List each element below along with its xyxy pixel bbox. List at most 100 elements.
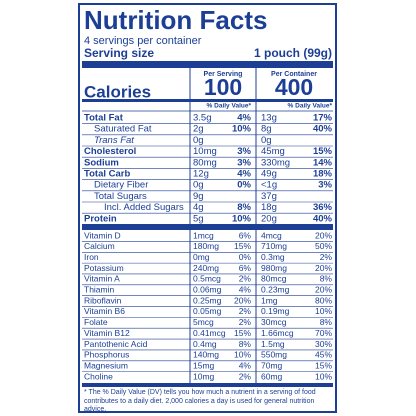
nutrient-name: Vitamin A	[84, 274, 120, 284]
amount: 0g	[193, 135, 204, 146]
calories-value: 400	[275, 74, 313, 100]
daily-value: 4%	[239, 360, 252, 370]
nutrient-name: Folate	[84, 317, 108, 327]
calories-value: 100	[204, 74, 242, 100]
daily-value: 10%	[232, 213, 252, 224]
daily-value: 20%	[234, 295, 251, 305]
daily-value: 3%	[237, 157, 251, 168]
amount: 5g	[193, 213, 204, 224]
amount: 0.06mg	[193, 285, 222, 295]
daily-value: 36%	[313, 202, 333, 213]
daily-value: 20%	[315, 230, 332, 240]
daily-value: 17%	[313, 113, 333, 124]
amount: 180mg	[193, 241, 219, 251]
servings: 4 servings per container	[84, 35, 202, 47]
amount: 980mg	[261, 263, 287, 273]
amount: 4g	[193, 202, 204, 213]
amount: 0.3mg	[261, 252, 285, 262]
daily-value: 30%	[315, 339, 332, 349]
daily-value: 4%	[239, 285, 252, 295]
medium-rule	[82, 99, 333, 102]
nutrient-name: Incl. Added Sugars	[104, 202, 184, 213]
nutrient-name: Protein	[84, 213, 117, 224]
amount: 12g	[193, 169, 209, 180]
daily-value: 6%	[239, 230, 252, 240]
nutrient-name: Thiamin	[84, 285, 115, 295]
daily-value: 0%	[237, 180, 251, 191]
amount: 0.05mg	[193, 306, 222, 316]
nutrient-name: Riboflavin	[84, 295, 122, 305]
amount: 0.19mg	[261, 306, 290, 316]
amount: 0.25mg	[193, 295, 222, 305]
daily-value: 10%	[315, 371, 332, 381]
amount: 18g	[261, 202, 277, 213]
nutrient-name: Vitamin D	[84, 230, 121, 240]
daily-value: 10%	[234, 350, 251, 360]
nutrient-name: Trans Fat	[94, 135, 134, 146]
thick-rule	[82, 61, 333, 68]
amount: 15mg	[193, 360, 215, 370]
daily-value: 8%	[320, 317, 333, 327]
daily-value: 15%	[234, 328, 251, 338]
amount: 0.41mcg	[193, 328, 226, 338]
amount: 140mg	[193, 350, 219, 360]
amount: 1mg	[261, 295, 278, 305]
nutrient-name: Iron	[84, 252, 99, 262]
nutrient-name: Vitamin B6	[84, 306, 125, 316]
amount: 8g	[261, 124, 272, 135]
nutrient-name: Dietary Fiber	[94, 180, 148, 191]
amount: 1.5mg	[261, 339, 285, 349]
daily-value: 40%	[313, 213, 333, 224]
daily-value: 4%	[237, 113, 251, 124]
amount: 60mg	[261, 371, 283, 381]
amount: 0.5mcg	[193, 274, 221, 284]
amount: 9g	[193, 191, 204, 202]
nutrient-name: Phosphorus	[84, 350, 129, 360]
daily-value: 15%	[234, 241, 251, 251]
amount: 0.4mg	[193, 339, 217, 349]
nutrient-name: Pantothenic Acid	[84, 339, 148, 349]
daily-value: 10%	[232, 124, 252, 135]
daily-value: 50%	[315, 241, 332, 251]
nutrient-name: Magnesium	[84, 360, 128, 370]
serving-size: 1 pouch (99g)	[254, 46, 332, 60]
column-header: Per Container	[271, 71, 317, 78]
nutrient-name: Potassium	[84, 263, 124, 273]
daily-value: 2%	[239, 317, 252, 327]
daily-value: 0%	[239, 252, 252, 262]
amount: 37g	[261, 191, 277, 202]
amount: 30mcg	[261, 317, 287, 327]
title: Nutrition Facts	[84, 5, 267, 35]
daily-value: 14%	[313, 157, 333, 168]
amount: 1.66mcg	[261, 328, 294, 338]
nutrient-name: Total Carb	[84, 169, 130, 180]
thick-rule	[82, 224, 333, 230]
amount: 330mg	[261, 157, 290, 168]
daily-value: 2%	[239, 274, 252, 284]
amount: <1g	[261, 180, 277, 191]
amount: 4mcg	[261, 230, 282, 240]
daily-value: 20%	[315, 285, 332, 295]
nutrient-name: Cholesterol	[84, 146, 136, 157]
daily-value: 80%	[315, 295, 332, 305]
daily-value: 40%	[313, 124, 333, 135]
amount: 240mg	[193, 263, 219, 273]
daily-value: 70%	[315, 328, 332, 338]
nutrient-name: Calcium	[84, 241, 115, 251]
thick-rule	[82, 383, 333, 387]
amount: 80mg	[193, 157, 217, 168]
amount: 0g	[193, 180, 204, 191]
amount: 20g	[261, 213, 277, 224]
amount: 0.23mg	[261, 285, 290, 295]
daily-value: 45%	[315, 350, 332, 360]
nutrient-name: Total Sugars	[94, 191, 147, 202]
dv-header: % Daily Value*	[288, 103, 333, 110]
daily-value: 2%	[239, 371, 252, 381]
daily-value: 8%	[320, 274, 333, 284]
amount: 5mcg	[193, 317, 214, 327]
amount: 70mg	[261, 360, 283, 370]
amount: 10mg	[193, 146, 217, 157]
amount: 2g	[193, 124, 204, 135]
